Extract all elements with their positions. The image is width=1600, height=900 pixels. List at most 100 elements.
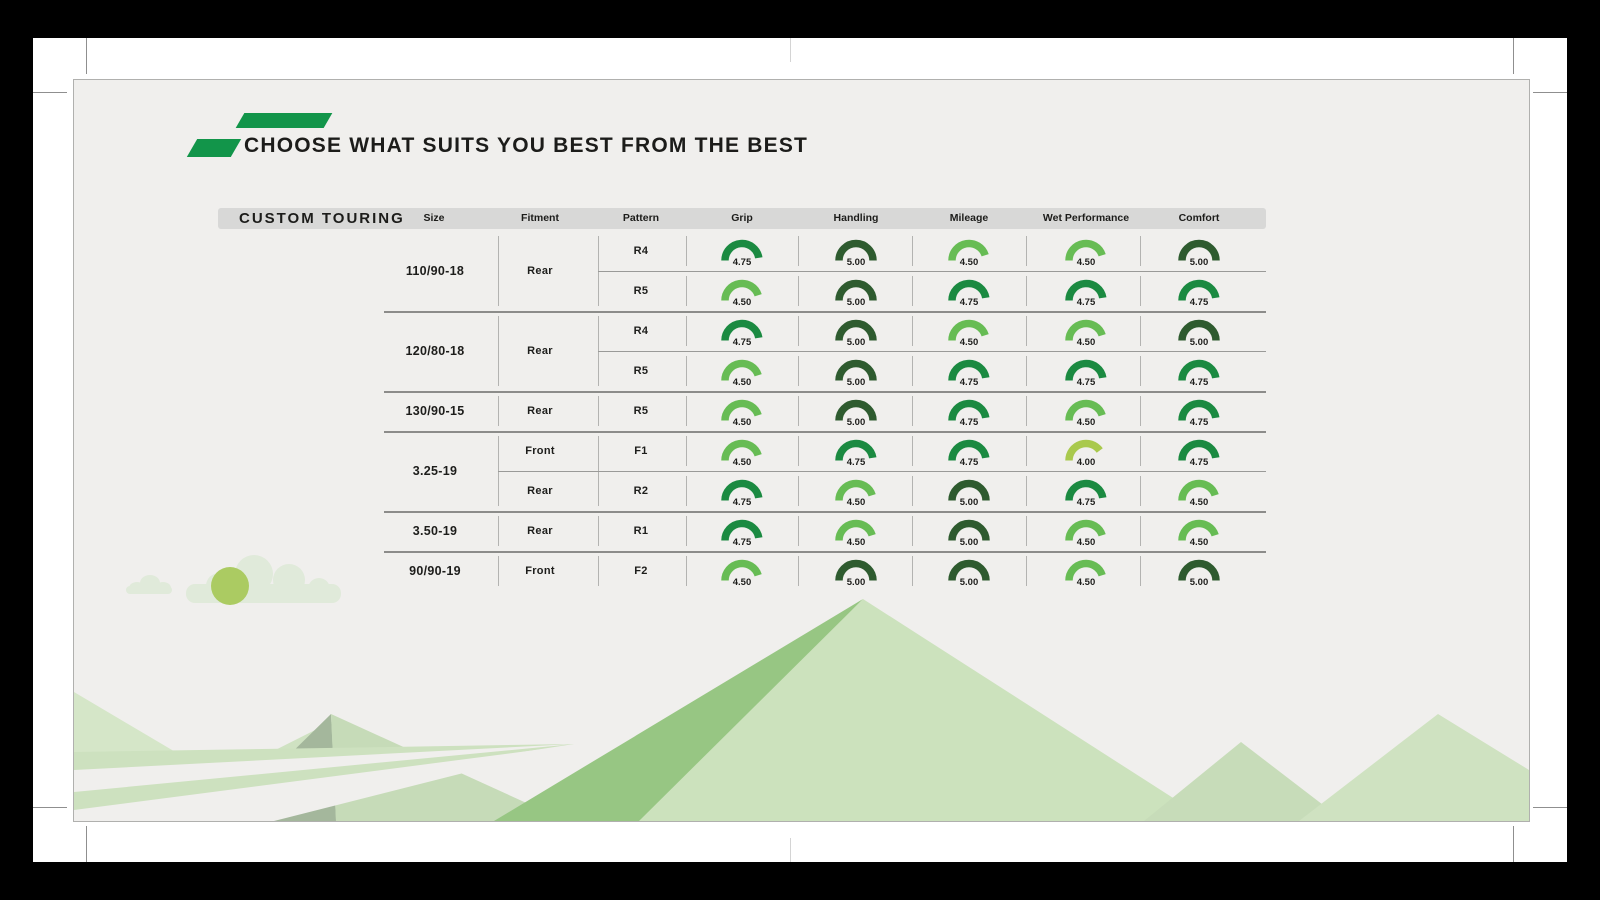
rating-gauge: 5.00	[835, 359, 877, 388]
column-divider	[1026, 316, 1027, 346]
rating-gauge: 4.50	[1065, 399, 1106, 428]
row-separator	[598, 351, 1266, 352]
gauge-value: 4.50	[960, 257, 979, 268]
column-header-comfort: Comfort	[1178, 212, 1220, 224]
rating-gauge: 4.75	[948, 399, 990, 428]
gauge-value: 4.00	[1077, 457, 1096, 468]
gauge-value: 4.50	[1190, 497, 1209, 508]
rating-gauge: 5.00	[1178, 559, 1220, 588]
column-divider	[686, 236, 687, 266]
gauge-value: 4.75	[1190, 417, 1209, 428]
gauge-value: 5.00	[847, 377, 866, 388]
group-separator	[384, 551, 1266, 553]
pattern-label: R4	[633, 245, 649, 257]
column-header-size: Size	[423, 212, 445, 224]
rating-gauge: 5.00	[835, 279, 877, 308]
crop-mark	[33, 92, 67, 93]
rating-gauge: 4.50	[835, 479, 876, 508]
column-divider	[1026, 396, 1027, 426]
column-divider	[1140, 236, 1141, 266]
gauge-value: 4.50	[1077, 257, 1096, 268]
column-divider	[1140, 556, 1141, 586]
gauge-value: 4.75	[733, 337, 752, 348]
rating-gauge: 5.00	[948, 559, 990, 588]
rating-gauge: 4.50	[1065, 519, 1106, 548]
series-name: CUSTOM TOURING	[239, 210, 405, 227]
column-divider	[912, 316, 913, 346]
group-separator	[384, 311, 1266, 313]
gauge-value: 4.50	[1077, 577, 1096, 588]
column-header-handling: Handling	[833, 212, 879, 224]
column-divider	[1140, 356, 1141, 386]
column-divider	[686, 356, 687, 386]
gauge-value: 4.75	[733, 537, 752, 548]
column-divider	[912, 396, 913, 426]
column-divider	[686, 316, 687, 346]
pattern-label: R4	[633, 325, 649, 337]
column-divider	[598, 396, 599, 426]
gauge-value: 4.75	[960, 297, 979, 308]
rating-gauge: 4.50	[1065, 319, 1106, 348]
gauge-value: 4.50	[1190, 537, 1209, 548]
fitment-label: Rear	[527, 405, 553, 417]
center-registration-mark	[790, 38, 791, 62]
gauge-value: 4.75	[733, 257, 752, 268]
rating-gauge: 5.00	[835, 559, 877, 588]
size-label: 120/80-18	[405, 344, 465, 358]
rating-gauge: 4.50	[948, 319, 989, 348]
column-divider	[912, 436, 913, 466]
rating-gauge: 4.50	[721, 399, 762, 428]
rating-gauge: 4.75	[721, 319, 763, 348]
pattern-label: R5	[633, 405, 649, 417]
gauge-value: 4.75	[960, 377, 979, 388]
gauge-value: 4.75	[1077, 297, 1096, 308]
gauge-value: 5.00	[847, 257, 866, 268]
column-divider	[1026, 356, 1027, 386]
column-divider	[598, 556, 599, 586]
fitment-label: Rear	[527, 265, 553, 277]
rating-gauge: 5.00	[835, 399, 877, 428]
gauge-value: 5.00	[1190, 577, 1209, 588]
group-separator	[384, 391, 1266, 393]
gauge-value: 5.00	[847, 577, 866, 588]
column-divider	[686, 556, 687, 586]
rating-gauge: 4.75	[948, 279, 990, 308]
column-divider	[798, 236, 799, 266]
column-divider	[798, 316, 799, 346]
column-divider	[686, 436, 687, 466]
column-header-grip: Grip	[731, 212, 753, 224]
column-divider	[1026, 276, 1027, 306]
column-divider	[798, 436, 799, 466]
crop-mark	[1513, 826, 1514, 862]
rating-gauge: 5.00	[835, 239, 877, 268]
gauge-value: 5.00	[1190, 337, 1209, 348]
gauge-value: 4.50	[847, 497, 866, 508]
pattern-label: F2	[634, 565, 648, 577]
paper-sheet: CHOOSE WHAT SUITS YOU BEST FROM THE BEST…	[33, 38, 1567, 862]
column-divider	[686, 516, 687, 546]
rating-gauge: 4.50	[1178, 519, 1219, 548]
rating-gauge: 4.75	[1178, 279, 1220, 308]
rating-gauge: 4.50	[1178, 479, 1219, 508]
column-divider	[1026, 556, 1027, 586]
column-divider	[1140, 516, 1141, 546]
rating-gauge: 4.75	[721, 519, 763, 548]
column-divider	[798, 356, 799, 386]
gauge-value: 5.00	[847, 417, 866, 428]
gauge-value: 4.50	[847, 537, 866, 548]
gauge-value: 5.00	[960, 537, 979, 548]
crop-mark	[1513, 38, 1514, 74]
gauge-value: 4.75	[1077, 497, 1096, 508]
gauge-value: 5.00	[847, 297, 866, 308]
column-divider	[686, 396, 687, 426]
rating-gauge: 4.50	[721, 359, 762, 388]
column-divider	[1140, 396, 1141, 426]
rating-gauge: 4.50	[948, 239, 989, 268]
gauge-value: 4.50	[733, 297, 752, 308]
crop-mark	[33, 807, 67, 808]
row-separator	[498, 471, 1266, 472]
rating-gauge: 4.75	[1065, 279, 1107, 308]
column-divider	[1140, 276, 1141, 306]
center-registration-mark	[790, 838, 791, 862]
rating-gauge: 4.75	[721, 479, 763, 508]
